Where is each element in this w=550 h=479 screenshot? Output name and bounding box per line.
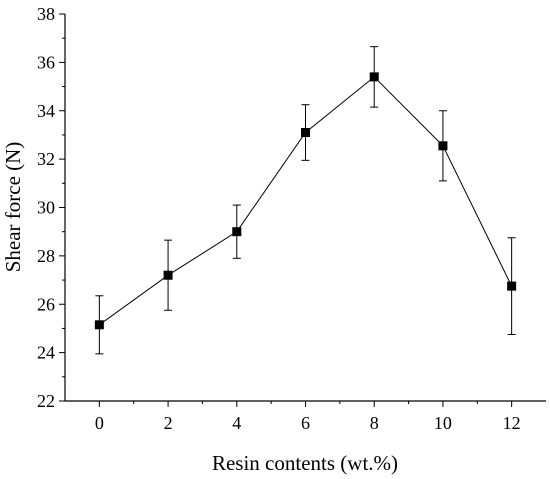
series-layer [94, 46, 517, 355]
data-point [369, 72, 379, 82]
data-point [438, 141, 448, 151]
x-tick-label: 12 [503, 413, 521, 433]
data-point [301, 128, 310, 138]
data-point [94, 320, 104, 330]
plot-frame [64, 14, 546, 402]
y-axis-ticks: 22 24 26 28 30 32 34 36 38 [37, 4, 65, 411]
data-point [507, 281, 517, 291]
y-axis-title: Shear force (N) [1, 142, 25, 273]
x-axis-title: Resin contents (wt.%) [212, 451, 398, 475]
data-point [232, 227, 242, 237]
x-tick-label: 0 [95, 413, 104, 433]
y-tick-label: 26 [37, 294, 55, 314]
y-tick-label: 36 [37, 52, 55, 72]
x-axis-ticks: 0 2 4 6 8 10 12 [95, 401, 521, 433]
y-tick-label: 30 [37, 198, 55, 218]
x-tick-label: 2 [164, 413, 173, 433]
x-tick-label: 6 [301, 413, 310, 433]
x-tick-label: 4 [232, 413, 241, 433]
data-point [163, 270, 173, 280]
x-tick-label: 8 [370, 413, 379, 433]
y-tick-label: 38 [37, 4, 55, 24]
y-tick-label: 34 [37, 101, 55, 121]
y-tick-label: 24 [37, 343, 55, 363]
y-tick-label: 22 [37, 391, 55, 411]
x-tick-label: 10 [434, 413, 452, 433]
y-tick-label: 28 [37, 246, 55, 266]
y-tick-label: 32 [37, 149, 55, 169]
